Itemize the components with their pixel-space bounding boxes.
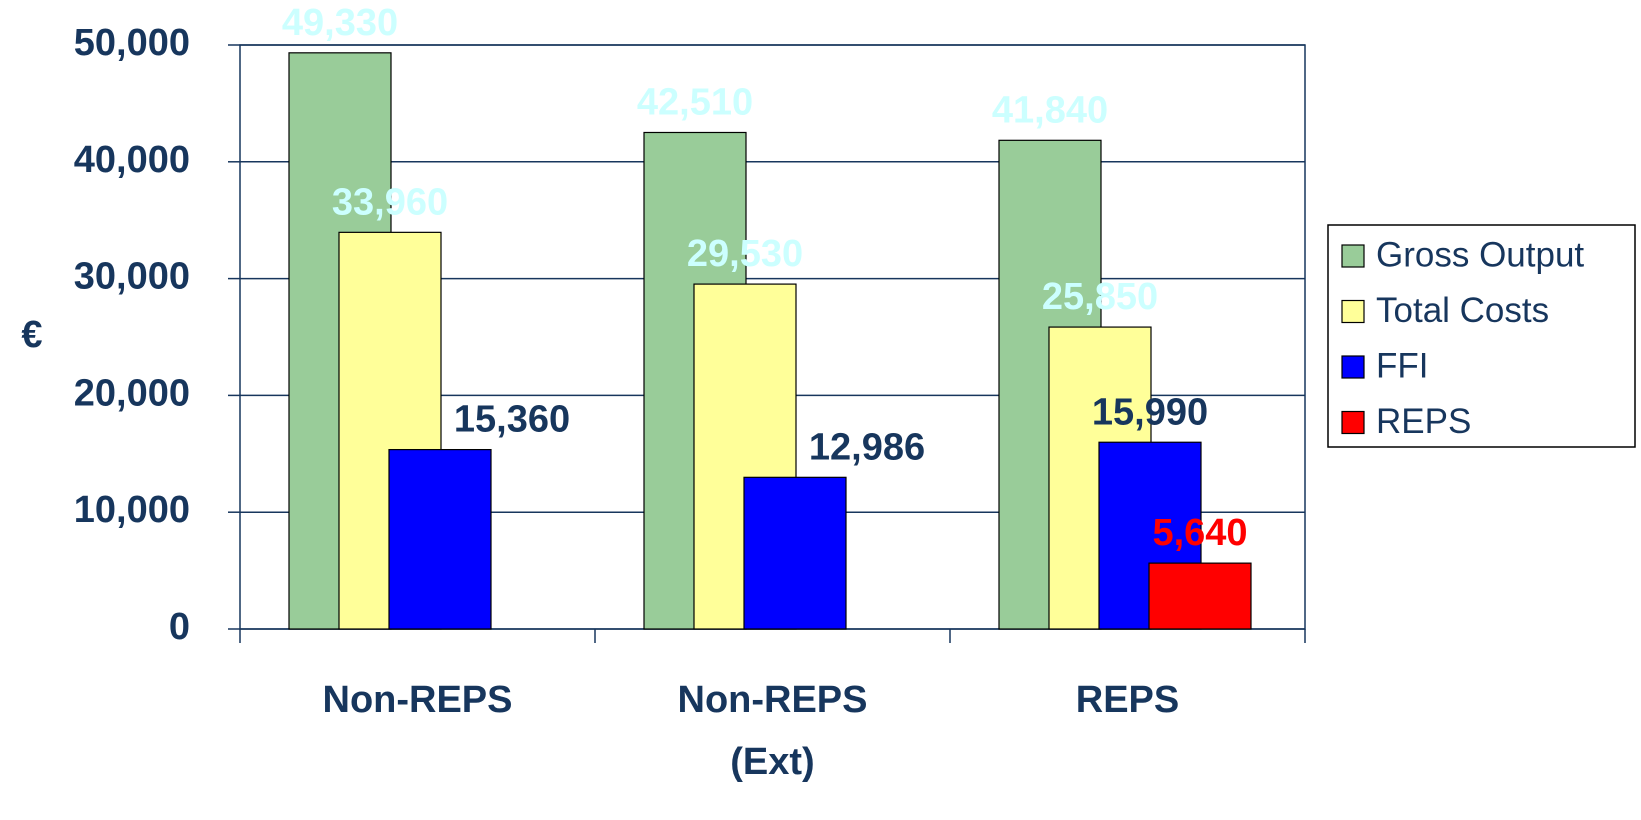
value-label: 29,530	[687, 233, 803, 275]
bar	[388, 448, 492, 630]
legend-box	[1327, 224, 1636, 448]
value-label: 42,510	[637, 82, 753, 124]
bar	[1148, 562, 1252, 630]
value-label: 15,990	[1092, 391, 1208, 433]
value-label: 33,960	[332, 181, 448, 223]
legend-label: Gross Output	[1376, 235, 1584, 274]
legend-label: Total Costs	[1376, 291, 1549, 330]
y-axis-label: €	[21, 314, 42, 356]
legend-label: FFI	[1376, 346, 1428, 385]
y-tick-label: 30,000	[74, 256, 190, 298]
x-tick-label: REPS	[1075, 679, 1180, 721]
x-tick-label: Non-REPS	[322, 679, 513, 721]
y-tick-label: 0	[169, 606, 190, 648]
x-tick-label: Non-REPS (Ext)	[677, 679, 868, 783]
y-tick-label: 50,000	[74, 22, 190, 64]
y-tick-label: 20,000	[74, 372, 190, 414]
value-label: 41,840	[992, 89, 1108, 131]
bar	[743, 476, 847, 630]
legend-swatch	[1341, 299, 1365, 324]
legend-label: REPS	[1376, 402, 1471, 441]
value-label: 15,360	[454, 399, 570, 441]
value-label: 12,986	[809, 426, 925, 468]
legend-swatch	[1341, 355, 1365, 379]
y-tick-label: 10,000	[74, 489, 190, 531]
value-label: 49,330	[282, 2, 398, 44]
legend-swatch	[1341, 244, 1365, 268]
y-tick-label: 40,000	[74, 139, 190, 181]
value-label: 25,850	[1042, 276, 1158, 318]
value-label: 5,640	[1152, 512, 1247, 554]
legend-swatch	[1341, 410, 1365, 435]
